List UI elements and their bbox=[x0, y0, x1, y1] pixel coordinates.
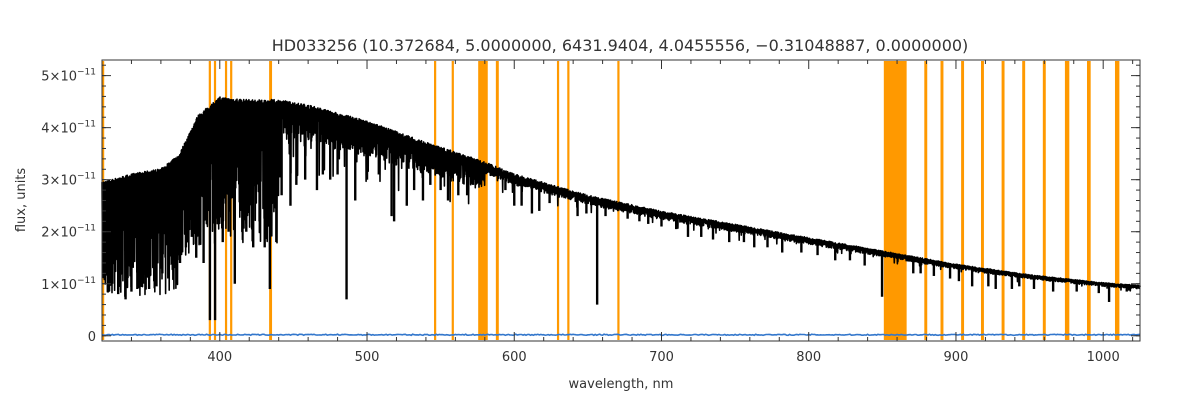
masked-region-11 bbox=[567, 61, 570, 340]
spectrum-line bbox=[101, 96, 1141, 298]
x-tick-label-5: 900 bbox=[944, 350, 969, 365]
x-tick-label-3: 700 bbox=[649, 350, 674, 365]
y-tick-label-2: 2×10−11 bbox=[41, 224, 96, 241]
masked-region-21 bbox=[1064, 61, 1070, 340]
masked-region-18 bbox=[1001, 61, 1005, 340]
x-tick-label-0: 400 bbox=[207, 350, 232, 365]
masked-region-22 bbox=[1086, 61, 1091, 340]
y-tick-label-3: 3×10−11 bbox=[41, 172, 96, 189]
masked-region-19 bbox=[1022, 61, 1026, 340]
masked-region-20 bbox=[1042, 61, 1046, 340]
masked-region-12 bbox=[617, 61, 620, 340]
masked-region-6 bbox=[434, 61, 437, 340]
masked-region-7 bbox=[451, 61, 454, 340]
masked-region-14 bbox=[924, 61, 928, 340]
y-axis-label: flux, units bbox=[14, 168, 29, 233]
x-tick-label-2: 600 bbox=[502, 350, 527, 365]
masked-region-13 bbox=[883, 61, 907, 340]
spectrum-series bbox=[101, 96, 1141, 321]
masked-region-8 bbox=[478, 61, 488, 340]
masked-region-9 bbox=[495, 61, 499, 340]
x-tick-label-4: 800 bbox=[796, 350, 821, 365]
x-tick-label-6: 1000 bbox=[1087, 350, 1120, 365]
chart-title: HD033256 (10.372684, 5.0000000, 6431.940… bbox=[272, 36, 969, 55]
error-line bbox=[101, 333, 1141, 337]
masked-region-16 bbox=[961, 61, 965, 340]
y-tick-label-0: 0 bbox=[88, 330, 96, 345]
y-tick-label-4: 4×10−11 bbox=[41, 120, 96, 137]
x-tick-label-1: 500 bbox=[355, 350, 380, 365]
masked-region-23 bbox=[1114, 61, 1120, 340]
masked-region-15 bbox=[940, 61, 944, 340]
error-series bbox=[101, 333, 1141, 337]
y-tick-label-5: 5×10−11 bbox=[41, 68, 96, 85]
y-tick-label-1: 1×10−11 bbox=[41, 276, 96, 293]
axes: 400 500 600 700 800 900 1000 0 1×10−11 2×10−11 3×1… bbox=[41, 60, 1140, 365]
masked-region-17 bbox=[980, 61, 984, 340]
x-axis-label: wavelength, nm bbox=[569, 377, 674, 392]
